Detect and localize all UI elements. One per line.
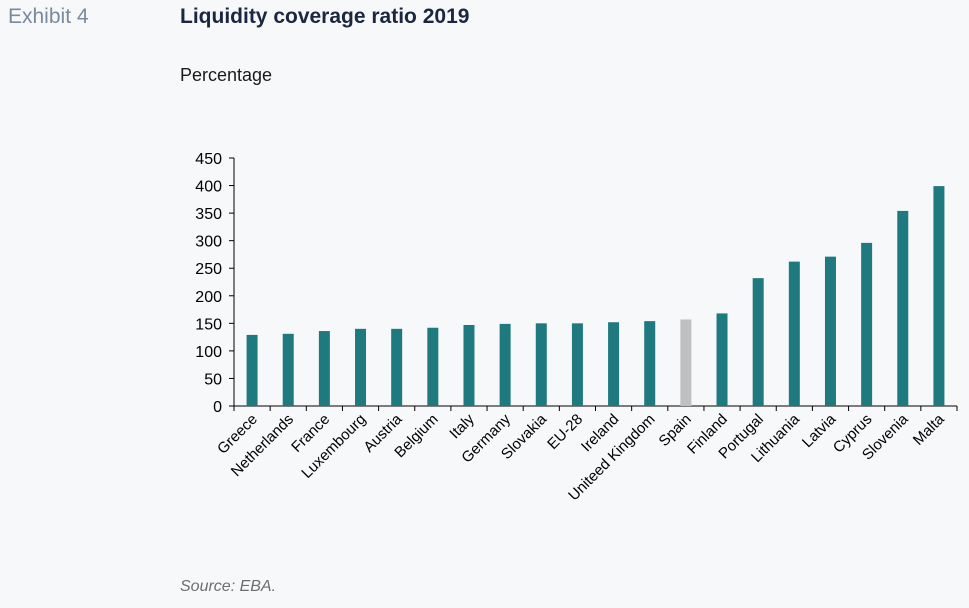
bar-belgium (427, 327, 439, 406)
bar-cyprus (861, 242, 873, 406)
bar-eu-28 (571, 323, 583, 406)
bar-greece (246, 334, 258, 406)
source-note: Source: EBA. (180, 578, 277, 595)
bar-malta (933, 186, 945, 406)
y-tick-label: 400 (195, 179, 222, 196)
y-tick-label: 250 (195, 261, 222, 278)
bar-slovakia (535, 323, 547, 406)
bar-france (318, 331, 330, 406)
exhibit-label: Exhibit 4 (8, 5, 89, 28)
bar-ireland (608, 322, 620, 406)
x-tick-label: Malta (910, 410, 948, 448)
bar-austria (391, 328, 403, 406)
y-tick-label: 0 (213, 399, 222, 416)
bar-netherlands (282, 333, 294, 406)
y-tick-label: 100 (195, 344, 222, 361)
bar-uniteed-kingdom (644, 321, 656, 406)
bar-finland (716, 313, 728, 406)
y-tick-label: 450 (195, 151, 222, 168)
bar-portugal (752, 278, 764, 406)
bar-luxembourg (355, 328, 367, 406)
bar-lithuania (788, 261, 800, 406)
bar-germany (499, 323, 511, 406)
y-tick-label: 350 (195, 206, 222, 223)
chart-title: Liquidity coverage ratio 2019 (180, 5, 470, 28)
bar-slovenia (897, 210, 909, 406)
y-tick-label: 300 (195, 234, 222, 251)
y-tick-label: 50 (204, 371, 222, 388)
bar-italy (463, 324, 475, 406)
y-tick-label: 200 (195, 289, 222, 306)
bar-latvia (824, 256, 836, 406)
y-axis-unit-label: Percentage (180, 65, 273, 85)
y-tick-label: 150 (195, 316, 222, 333)
bar-spain (680, 319, 692, 406)
x-tick-label: Italy (446, 410, 478, 442)
